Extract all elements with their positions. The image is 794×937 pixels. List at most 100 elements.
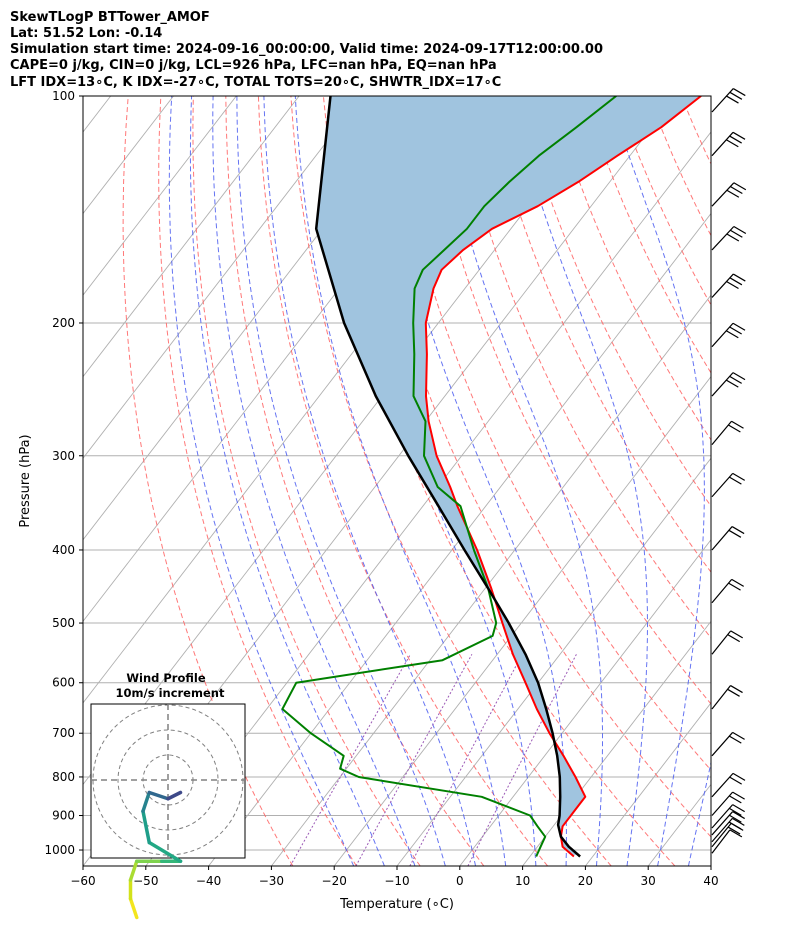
wind-barb-flag: [729, 476, 742, 485]
chart-title-line-3: Simulation start time: 2024-09-16_00:00:…: [10, 42, 603, 57]
wind-barb-staff: [711, 791, 734, 816]
x-tick-label: −40: [196, 874, 221, 888]
x-tick-label: 10: [515, 874, 530, 888]
wind-barb-staff: [711, 773, 734, 798]
hodograph-segment: [128, 859, 139, 882]
chart-title-line-5: LFT IDX=13∘C, K IDX=-27∘C, TOTAL TOTS=20…: [10, 75, 501, 90]
hodograph-segment: [166, 790, 183, 801]
wind-barb-flag: [729, 814, 742, 823]
dry-adiabat: [615, 96, 711, 306]
y-tick-label: 900: [52, 809, 75, 823]
wind-barb-flag: [732, 472, 746, 481]
x-axis-label: Temperature (∘C): [339, 897, 454, 912]
wind-barb: [711, 791, 745, 816]
y-tick-label: 300: [52, 449, 75, 463]
y-tick-label: 100: [52, 89, 75, 103]
mixing-ratio-line: [289, 654, 411, 866]
wind-barb-staff: [711, 578, 733, 604]
isotherm-line: [208, 212, 711, 866]
wind-barb-flag: [733, 273, 746, 282]
wind-barb-flag: [727, 634, 741, 643]
x-tick-label: −30: [259, 874, 284, 888]
dry-adiabat: [257, 96, 548, 866]
wind-barb-flag: [726, 189, 740, 198]
wind-barb: [711, 472, 746, 498]
dry-adiabat: [290, 96, 612, 866]
isotherm-line: [83, 96, 363, 459]
dry-adiabat: [225, 96, 485, 866]
isotherm-line: [774, 96, 794, 866]
wind-barb-flag: [732, 372, 746, 381]
isotherm-line: [647, 783, 711, 866]
isotherm-line: [710, 865, 711, 866]
hodograph-subtitle: 10m/s increment: [116, 686, 225, 700]
wind-barb-flag: [726, 233, 740, 242]
cape-cin-shading: [316, 96, 701, 855]
hodograph-segment: [147, 790, 170, 801]
wind-barb-staff: [711, 811, 734, 836]
wind-barb-flag: [728, 582, 741, 591]
wind-barb-staff: [711, 822, 732, 848]
wind-barb-flag: [729, 326, 742, 335]
wind-barb: [711, 420, 744, 446]
x-tick-label: 30: [641, 874, 656, 888]
hodograph-segment: [141, 790, 151, 813]
wind-barb-flag: [729, 795, 742, 804]
isotherm-line: [271, 294, 711, 866]
wind-barb-staff: [711, 804, 734, 829]
y-tick-label: 400: [52, 543, 75, 557]
dry-adiabat: [550, 96, 711, 441]
y-tick-label: 1000: [44, 843, 75, 857]
wind-barb-flag: [731, 526, 745, 535]
moist-adiabat: [168, 96, 355, 866]
wind-barb-staff: [711, 817, 733, 843]
wind-barb-flag: [730, 186, 743, 195]
wind-barb-flag: [725, 379, 739, 388]
y-axis-label: Pressure (hPa): [18, 434, 33, 527]
wind-barb: [711, 372, 746, 397]
wind-barb-flag: [727, 826, 741, 835]
moist-adiabat: [687, 760, 711, 866]
wind-barb-flag: [729, 91, 743, 100]
wind-barb-flag: [728, 424, 741, 433]
moist-adiabat: [294, 96, 507, 866]
moist-adiabat: [212, 96, 416, 866]
wind-barb-flag: [729, 375, 742, 384]
dry-adiabat: [420, 96, 711, 705]
hodograph-segment: [147, 840, 183, 863]
wind-barb-flag: [732, 811, 745, 820]
wind-barb: [711, 731, 745, 757]
x-tick-label: −10: [384, 874, 409, 888]
isotherm-line: [585, 702, 711, 866]
wind-barb-flag: [732, 817, 745, 826]
moist-adiabat: [719, 96, 794, 866]
dry-adiabat: [583, 96, 711, 374]
wind-barb-staff: [711, 273, 734, 298]
hodograph-title: Wind Profile: [126, 671, 206, 685]
wind-barb-flag: [730, 630, 744, 639]
wind-barb-flag: [726, 95, 739, 104]
wind-barb-flag: [732, 88, 746, 97]
wind-barb-staff: [711, 226, 735, 251]
wind-barb-flag: [725, 330, 739, 339]
hodograph-segment: [141, 809, 151, 845]
wind-barb-flag: [727, 688, 740, 697]
wind-barbs: [711, 88, 747, 854]
wind-barb-flag: [731, 420, 744, 429]
wind-barb-staff: [711, 526, 733, 551]
wind-barb-flag: [728, 821, 742, 830]
chart-title-line-1: SkewTLogP BTTower_AMOF: [10, 10, 210, 25]
wind-barb-staff: [711, 372, 734, 397]
x-tick-label: −60: [70, 874, 95, 888]
mixing-ratio-line: [409, 654, 523, 866]
y-tick-label: 600: [52, 676, 75, 690]
wind-barb: [711, 630, 744, 655]
wind-barb-staff: [711, 472, 734, 498]
dry-adiabat: [648, 96, 711, 237]
y-tick-label: 200: [52, 316, 75, 330]
isotherm-line: [522, 620, 711, 866]
wind-barb: [711, 131, 746, 157]
dry-adiabat: [355, 96, 711, 838]
wind-barb-flag: [729, 807, 742, 816]
x-tick-label: 0: [456, 874, 464, 888]
